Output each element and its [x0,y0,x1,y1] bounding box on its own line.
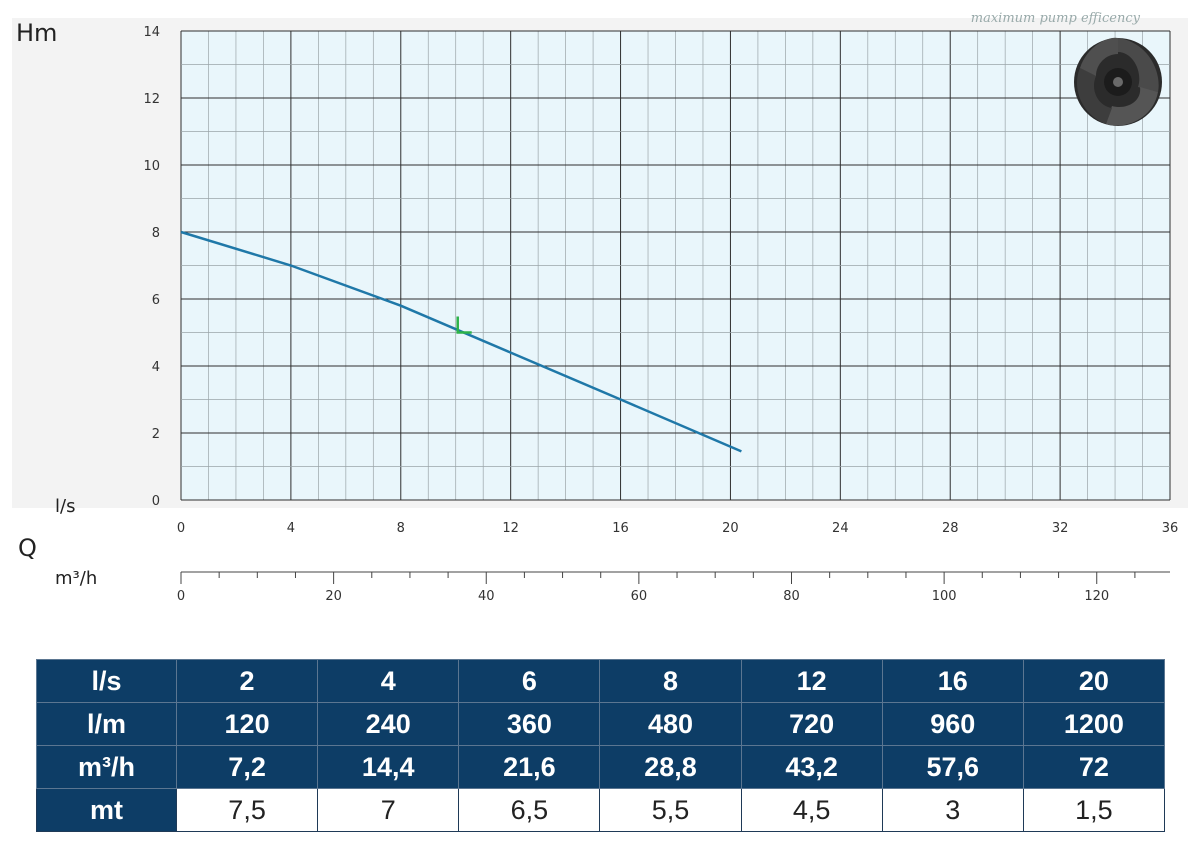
row-header: m³/h [36,745,177,789]
y-ticks: 0 2 4 6 8 10 12 14 [143,25,160,509]
table-cell: 1,5 [1022,788,1166,832]
table-cell: 12 [740,659,883,703]
table-cell: 3 [881,788,1024,832]
y-tick-label: 6 [152,293,160,308]
table-cell: 5,5 [599,788,742,832]
table-cell: 240 [317,702,460,746]
table-cell: 720 [740,702,883,746]
table-cell: 2 [175,659,319,703]
x2-tick-label: 80 [783,589,800,604]
x2-tick-label: 40 [478,589,495,604]
row-header: mt [36,788,177,832]
flow-label: Q [18,534,37,562]
table-cell: 20 [1022,659,1166,703]
y-tick-label: 0 [152,494,160,509]
table-cell: 7 [317,788,460,832]
impeller-icon [1074,37,1162,126]
table-cell: 120 [175,702,319,746]
y-tick-label: 14 [143,25,160,40]
table-row: l/s 2 4 6 8 12 16 20 [36,659,1166,703]
x-tick-label: 20 [722,521,739,536]
x-tick-label: 8 [397,521,405,536]
x-tick-label: 36 [1162,521,1179,536]
row-header: l/s [36,659,177,703]
x-tick-label: 4 [287,521,295,536]
y-axis-label: Hm [16,19,57,47]
x2-tick-label: 20 [325,589,342,604]
x-tick-label: 16 [612,521,629,536]
x2-tick-label: 60 [631,589,648,604]
table-cell: 14,4 [317,745,460,789]
y-tick-label: 4 [152,360,160,375]
table-cell: 28,8 [599,745,742,789]
y-tick-label: 10 [143,159,160,174]
efficiency-note: maximum pump efficency [971,11,1141,26]
table-cell: 72 [1022,745,1166,789]
table-row: m³/h 7,2 14,4 21,6 28,8 43,2 57,6 72 [36,745,1166,789]
table-cell: 8 [599,659,742,703]
table-row: mt 7,5 7 6,5 5,5 4,5 3 1,5 [36,788,1166,832]
row-header: l/m [36,702,177,746]
y-tick-label: 12 [143,92,160,107]
x2-axis-label: m³/h [55,568,97,589]
table-cell: 480 [599,702,742,746]
table-row: l/m 120 240 360 480 720 960 1200 [36,702,1166,746]
grid [180,30,1171,501]
table-cell: 360 [458,702,601,746]
x-tick-label: 32 [1052,521,1069,536]
table-cell: 7,5 [175,788,319,832]
table-cell: 43,2 [740,745,883,789]
x-axis-label: l/s [55,496,75,517]
y-tick-label: 2 [152,427,160,442]
x-tick-label: 24 [832,521,849,536]
table-cell: 21,6 [458,745,601,789]
efficiency-marker [456,316,472,334]
x2-tick-label: 120 [1084,589,1109,604]
curve-layer [180,230,742,453]
table-cell: 1200 [1022,702,1166,746]
x-ticks: 0 4 8 12 16 20 24 28 32 36 [177,521,1178,536]
x2-tick-label: 100 [932,589,957,604]
pump-curve-line [180,230,742,453]
x2-tick-label: 0 [177,589,185,604]
table-cell: 6,5 [458,788,601,832]
table-cell: 960 [881,702,1024,746]
table-cell: 7,2 [175,745,319,789]
flow-table: l/s 2 4 6 8 12 16 20 l/m 120 240 360 480 720 960 1200 m³… [36,659,1166,832]
table-cell: 4 [317,659,460,703]
x-tick-label: 28 [942,521,959,536]
table-cell: 4,5 [740,788,883,832]
x-tick-label: 12 [502,521,519,536]
y-tick-label: 8 [152,226,160,241]
table-cell: 16 [881,659,1024,703]
table-cell: 6 [458,659,601,703]
table-cell: 57,6 [881,745,1024,789]
x2-ticks: 0 20 40 60 80 100 120 [177,571,1170,604]
x-tick-label: 0 [177,521,185,536]
